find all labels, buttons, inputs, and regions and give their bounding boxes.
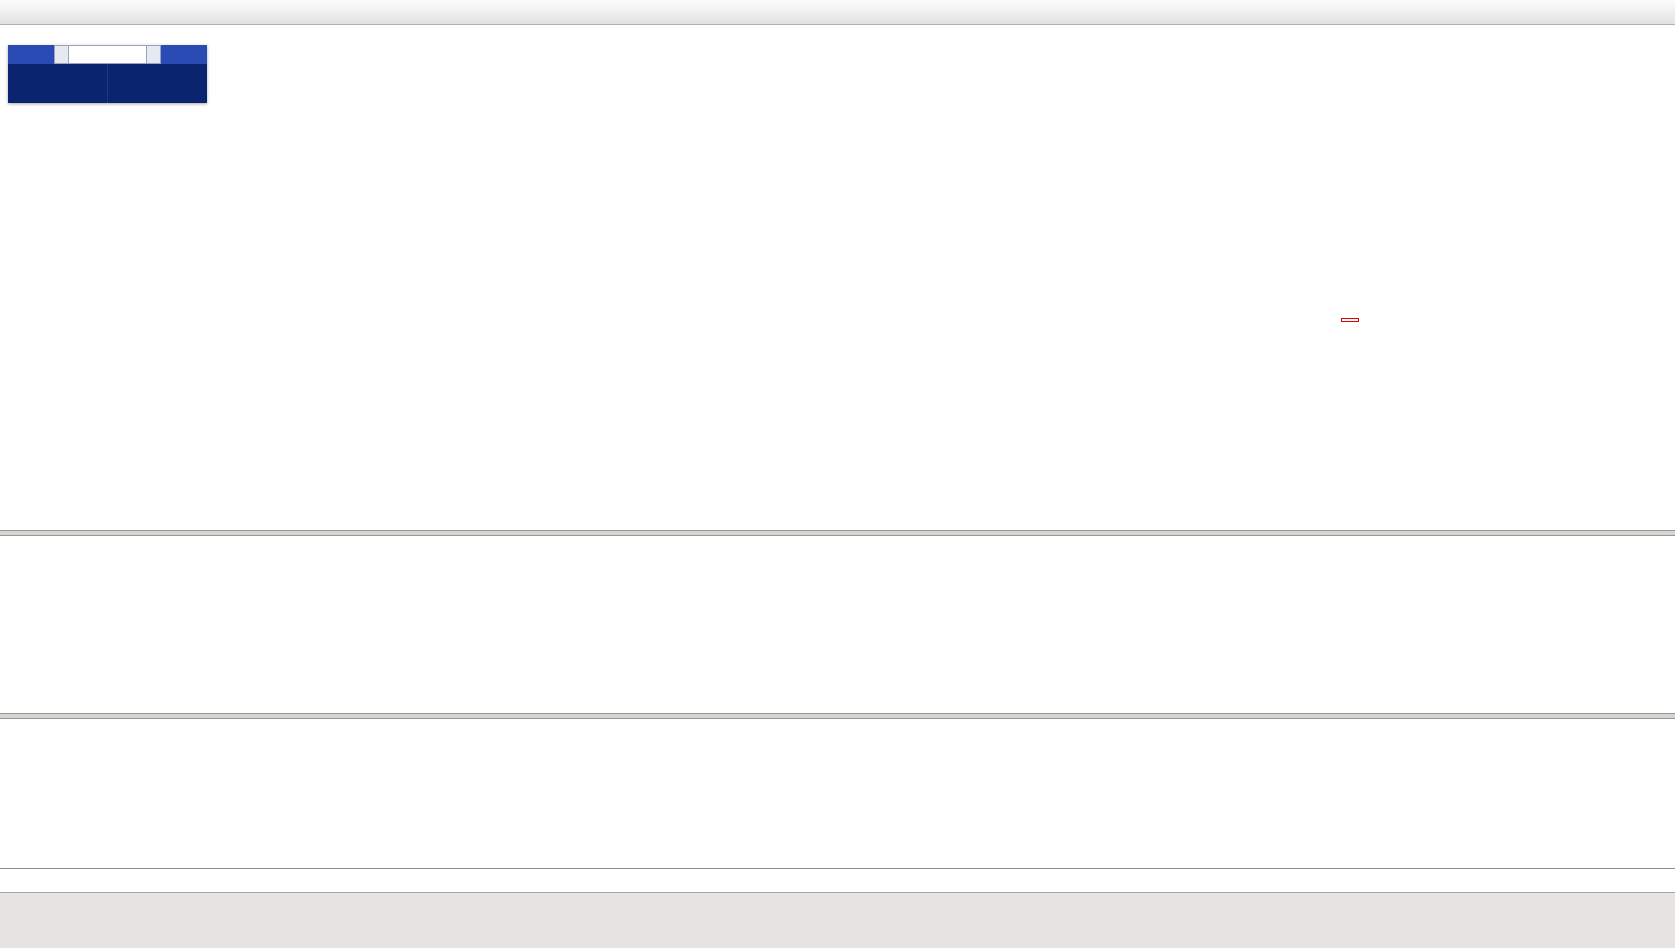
price-chart-panel <box>0 25 1675 530</box>
volume-input[interactable] <box>69 45 146 64</box>
status-bar <box>0 892 1675 948</box>
one-click-trading-widget <box>8 45 207 103</box>
price-callout-label[interactable] <box>1341 318 1359 322</box>
price-chart-canvas[interactable] <box>0 25 1675 530</box>
time-axis[interactable] <box>0 868 1675 892</box>
sell-price-display[interactable] <box>8 64 107 103</box>
main-toolbar <box>0 0 1675 25</box>
volume-down-button[interactable] <box>54 45 69 64</box>
macd-panel <box>0 536 1675 713</box>
sell-button[interactable] <box>8 45 54 64</box>
rsi-panel-splitter[interactable] <box>0 713 1675 719</box>
macd-canvas[interactable] <box>0 536 1675 713</box>
rsi-panel <box>0 719 1675 868</box>
rsi-canvas[interactable] <box>0 719 1675 868</box>
macd-panel-splitter[interactable] <box>0 530 1675 536</box>
volume-up-button[interactable] <box>146 45 161 64</box>
buy-price-display[interactable] <box>107 64 207 103</box>
buy-button[interactable] <box>161 45 207 64</box>
